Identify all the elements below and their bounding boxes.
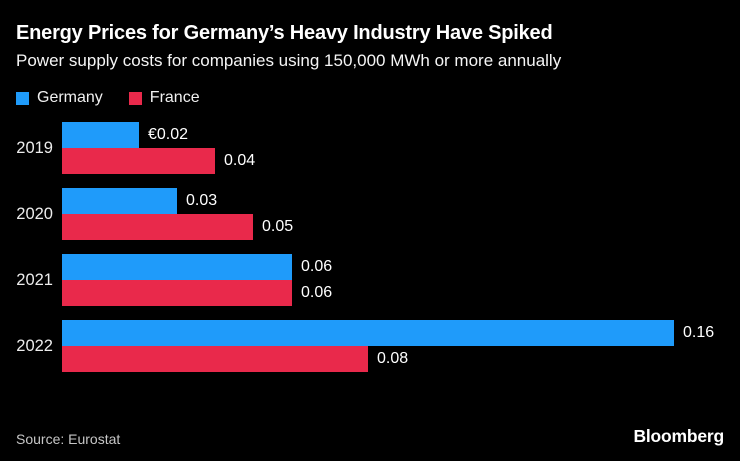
year-group-row: 2020 0.03 0.05 — [16, 188, 724, 241]
year-label: 2019 — [16, 139, 53, 158]
bar-value-label: €0.02 — [148, 126, 189, 144]
bar-line: 0.08 — [62, 346, 724, 373]
chart-subtitle: Power supply costs for companies using 1… — [16, 51, 562, 70]
legend: Germany France — [16, 89, 724, 107]
year-group-row: 2022 0.16 0.08 — [16, 320, 724, 373]
year-group-row: 2019 €0.02 0.04 — [16, 122, 724, 175]
bar-value-label: 0.06 — [301, 284, 333, 302]
bar-pair: 0.06 0.06 — [62, 254, 724, 307]
legend-label-france: France — [149, 89, 200, 107]
bar — [62, 346, 368, 373]
bar-line: 0.06 — [62, 280, 724, 307]
bar-line: 0.05 — [62, 214, 724, 241]
bar-pair: 0.03 0.05 — [62, 188, 724, 241]
bar-value-label: 0.06 — [301, 258, 333, 276]
bar — [62, 122, 139, 149]
bar — [62, 214, 253, 241]
bar-value-label: 0.08 — [377, 350, 409, 368]
bar-line: 0.16 — [62, 320, 724, 347]
bar — [62, 320, 674, 347]
bar — [62, 254, 292, 281]
year-label: 2022 — [16, 337, 53, 356]
bar-value-label: 0.04 — [224, 152, 256, 170]
year-group-row: 2021 0.06 0.06 — [16, 254, 724, 307]
bar-pair: 0.16 0.08 — [62, 320, 724, 373]
bar-line: 0.03 — [62, 188, 724, 215]
bar-line: €0.02 — [62, 122, 724, 149]
france-swatch-icon — [128, 91, 142, 105]
footer: Source: Eurostat Bloomberg — [16, 426, 724, 447]
year-label: 2020 — [16, 205, 53, 224]
legend-label-germany: Germany — [37, 89, 103, 107]
source-text: Source: Eurostat — [16, 431, 121, 447]
legend-item-france: France — [128, 89, 200, 107]
germany-swatch-icon — [16, 91, 29, 105]
chart-title: Energy Prices for Germany’s Heavy Indust… — [16, 22, 553, 44]
bar — [62, 280, 292, 307]
bar — [62, 148, 215, 175]
bar-chart: 2019 €0.02 0.04 2020 0.03 0.05 202 — [16, 122, 724, 373]
bar-value-label: 0.05 — [262, 218, 294, 236]
bar-line: 0.06 — [62, 254, 724, 281]
legend-item-germany: Germany — [16, 89, 103, 107]
bar-value-label: 0.03 — [186, 192, 218, 210]
bar-line: 0.04 — [62, 148, 724, 175]
bloomberg-logo: Bloomberg — [633, 426, 724, 446]
bar-value-label: 0.16 — [683, 324, 715, 342]
bar-pair: €0.02 0.04 — [62, 122, 724, 175]
year-label: 2021 — [16, 271, 53, 290]
bar — [62, 188, 177, 215]
